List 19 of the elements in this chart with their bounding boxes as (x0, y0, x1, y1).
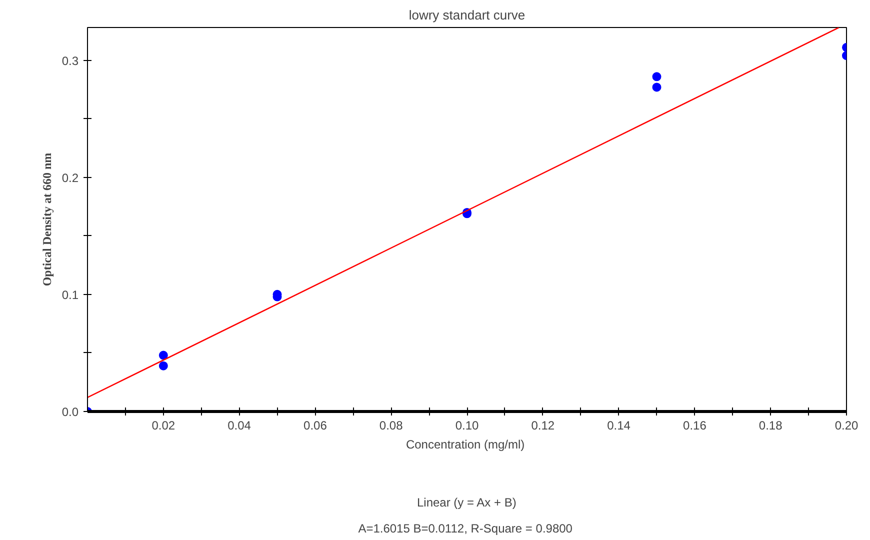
x-tick-label: 0.20 (834, 418, 859, 432)
x-tick-label: 0.14 (607, 418, 631, 432)
x-axis-title: Concentration (mg/ml) (406, 438, 525, 452)
x-tick-label: 0.16 (683, 418, 707, 432)
y-tick-label: 0.2 (62, 170, 79, 185)
y-tick-label: 0.0 (62, 405, 79, 419)
x-tick-label: 0.12 (531, 418, 555, 432)
x-tick-label: 0.08 (379, 418, 404, 432)
x-tick-label: 0.18 (758, 418, 783, 432)
x-tick-label: 0.10 (455, 418, 480, 432)
y-tick-label: 0.3 (62, 54, 79, 68)
chart-title: lowry standart curve (408, 8, 526, 22)
y-tick-label: 0.1 (62, 288, 79, 302)
x-tick-label: 0.06 (304, 418, 328, 432)
x-tick-label: 0.02 (152, 418, 176, 432)
y-axis-title: Optical Density at 660 nm (40, 152, 54, 286)
text: A=1.6015 B=0.0112, R-Square = 0.9800 (358, 522, 573, 536)
x-tick-label: 0.04 (228, 418, 252, 432)
text: Linear (y = Ax + B) (416, 496, 516, 510)
